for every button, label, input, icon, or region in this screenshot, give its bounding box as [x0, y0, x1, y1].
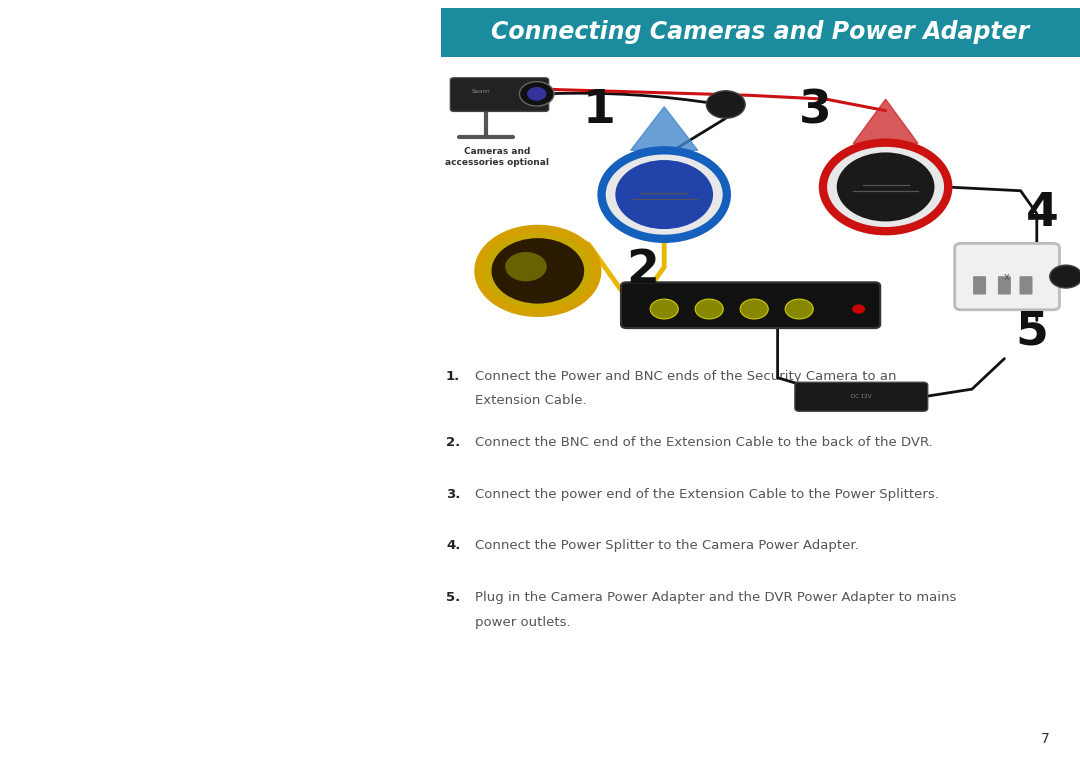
Circle shape — [491, 238, 584, 304]
Circle shape — [852, 304, 865, 314]
Text: 4: 4 — [1026, 192, 1058, 236]
Text: power outlets.: power outlets. — [475, 616, 571, 629]
FancyBboxPatch shape — [795, 382, 928, 411]
Polygon shape — [631, 107, 698, 150]
Text: DC 12V: DC 12V — [851, 394, 872, 399]
Text: Connect the power end of the Extension Cable to the Power Splitters.: Connect the power end of the Extension C… — [475, 488, 940, 501]
Text: 3.: 3. — [446, 488, 460, 501]
Circle shape — [616, 160, 713, 229]
FancyBboxPatch shape — [1020, 276, 1032, 295]
Text: Connecting Cameras and Power Adapter: Connecting Cameras and Power Adapter — [491, 21, 1029, 44]
Text: Extension Cable.: Extension Cable. — [475, 394, 586, 407]
FancyBboxPatch shape — [441, 8, 1080, 57]
FancyBboxPatch shape — [621, 282, 880, 328]
Text: Connect the Power Splitter to the Camera Power Adapter.: Connect the Power Splitter to the Camera… — [475, 539, 859, 552]
Text: Connect the Power and BNC ends of the Security Camera to an: Connect the Power and BNC ends of the Se… — [475, 370, 896, 383]
Circle shape — [602, 150, 727, 239]
Circle shape — [706, 91, 745, 118]
Text: 7: 7 — [1041, 732, 1050, 746]
Text: 4.: 4. — [446, 539, 460, 552]
Text: Swann: Swann — [471, 89, 490, 94]
Circle shape — [823, 143, 948, 231]
Circle shape — [785, 299, 813, 319]
Text: 2: 2 — [626, 249, 659, 293]
Circle shape — [478, 229, 597, 313]
Text: Plug in the Camera Power Adapter and the DVR Power Adapter to mains: Plug in the Camera Power Adapter and the… — [475, 591, 957, 604]
Circle shape — [527, 87, 546, 101]
Text: Cameras and
accessories optional: Cameras and accessories optional — [445, 147, 549, 166]
Circle shape — [1050, 266, 1080, 288]
Text: Connect the BNC end of the Extension Cable to the back of the DVR.: Connect the BNC end of the Extension Cab… — [475, 436, 933, 449]
Circle shape — [519, 82, 554, 106]
Text: x: x — [1003, 272, 1010, 282]
Text: 3: 3 — [799, 89, 832, 133]
Circle shape — [740, 299, 768, 319]
Text: 5.: 5. — [446, 591, 460, 604]
Text: 5: 5 — [1015, 310, 1048, 354]
FancyBboxPatch shape — [450, 78, 549, 111]
FancyBboxPatch shape — [998, 276, 1011, 295]
Circle shape — [837, 153, 934, 221]
Polygon shape — [853, 99, 918, 143]
Text: 2.: 2. — [446, 436, 460, 449]
Circle shape — [505, 252, 546, 282]
FancyBboxPatch shape — [955, 243, 1059, 310]
Circle shape — [696, 299, 724, 319]
Text: 1.: 1. — [446, 370, 460, 383]
Text: 1: 1 — [583, 89, 616, 133]
FancyBboxPatch shape — [973, 276, 986, 295]
Circle shape — [650, 299, 678, 319]
